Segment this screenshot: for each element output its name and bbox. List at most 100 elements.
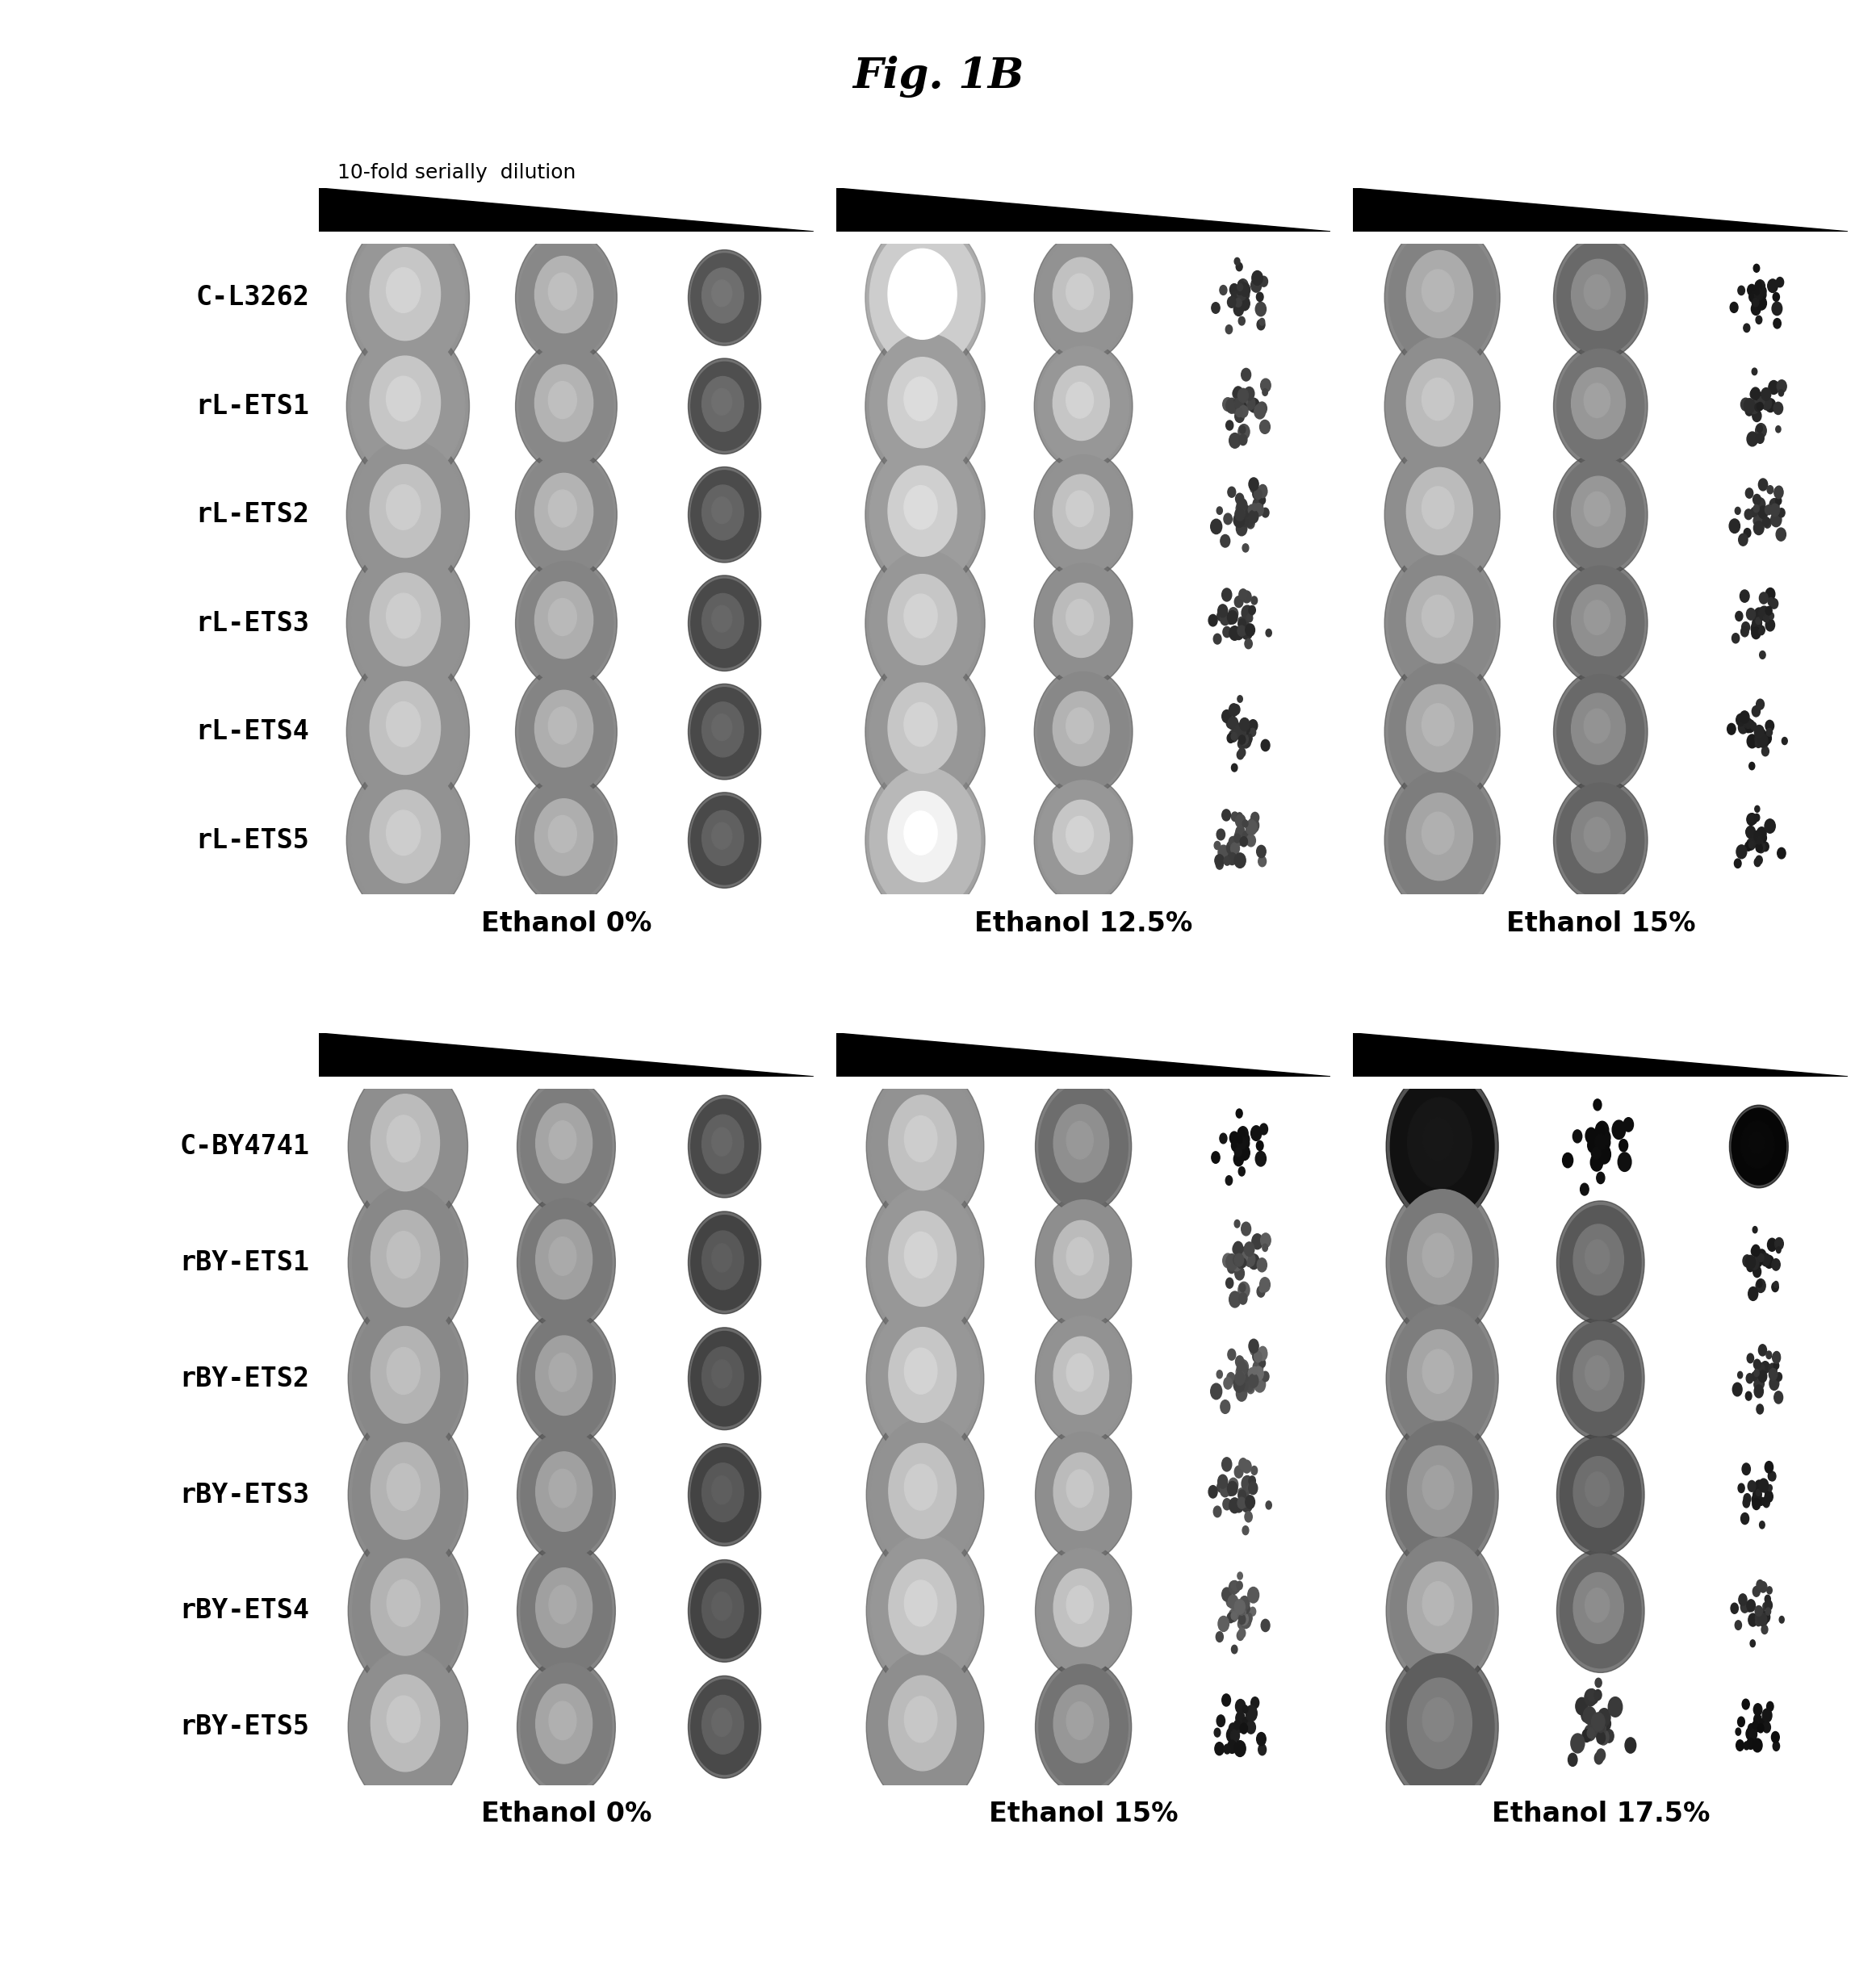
Circle shape	[1251, 503, 1257, 511]
Circle shape	[1596, 1122, 1604, 1136]
Circle shape	[1244, 396, 1255, 410]
Circle shape	[1763, 1498, 1769, 1508]
Circle shape	[520, 562, 613, 685]
Circle shape	[1758, 627, 1763, 635]
Circle shape	[1236, 1599, 1246, 1613]
Circle shape	[702, 703, 743, 758]
Polygon shape	[319, 1033, 814, 1077]
Circle shape	[1246, 613, 1253, 621]
Circle shape	[1240, 283, 1249, 297]
Circle shape	[1036, 1427, 1131, 1563]
Circle shape	[1763, 1722, 1771, 1734]
Circle shape	[711, 279, 732, 307]
Circle shape	[1384, 439, 1501, 590]
Circle shape	[535, 473, 593, 550]
Circle shape	[889, 1676, 957, 1771]
Circle shape	[690, 253, 758, 342]
Circle shape	[1748, 1286, 1758, 1300]
Circle shape	[1585, 1239, 1610, 1274]
Circle shape	[1234, 724, 1246, 740]
Circle shape	[1039, 1199, 1127, 1326]
Circle shape	[702, 1114, 743, 1174]
Circle shape	[1765, 619, 1775, 631]
Text: rBY-ETS4: rBY-ETS4	[180, 1597, 310, 1625]
Circle shape	[1747, 1354, 1754, 1364]
Circle shape	[1251, 1233, 1263, 1249]
Circle shape	[535, 582, 593, 659]
Circle shape	[1748, 841, 1754, 849]
Circle shape	[1773, 1352, 1780, 1364]
Circle shape	[1384, 655, 1501, 807]
Circle shape	[370, 356, 441, 449]
Circle shape	[1257, 1140, 1263, 1150]
Text: rL-ETS1: rL-ETS1	[195, 394, 310, 420]
Circle shape	[870, 1650, 979, 1803]
Circle shape	[1756, 837, 1762, 845]
Circle shape	[1743, 1255, 1752, 1267]
Circle shape	[702, 1462, 743, 1522]
Circle shape	[1242, 1381, 1248, 1391]
Circle shape	[867, 1413, 983, 1577]
Circle shape	[1769, 1367, 1777, 1379]
Circle shape	[1762, 1496, 1769, 1506]
Circle shape	[1238, 1490, 1246, 1500]
Circle shape	[1756, 728, 1767, 742]
Circle shape	[1752, 297, 1758, 307]
Circle shape	[518, 1658, 615, 1797]
Circle shape	[1767, 279, 1778, 293]
Circle shape	[1750, 1641, 1756, 1647]
Circle shape	[1750, 388, 1760, 400]
Circle shape	[1233, 1255, 1242, 1265]
Circle shape	[1771, 1732, 1778, 1743]
Circle shape	[1747, 431, 1758, 445]
Circle shape	[1054, 1336, 1109, 1415]
Circle shape	[1052, 366, 1109, 441]
Circle shape	[1771, 1259, 1780, 1271]
Circle shape	[1234, 299, 1242, 307]
Circle shape	[1236, 505, 1242, 513]
Circle shape	[1765, 505, 1773, 515]
Circle shape	[1595, 1714, 1606, 1730]
Circle shape	[688, 792, 762, 889]
Circle shape	[353, 1300, 463, 1457]
Text: Ethanol 17.5%: Ethanol 17.5%	[1491, 1801, 1709, 1827]
Circle shape	[1765, 1595, 1771, 1603]
Circle shape	[520, 778, 613, 902]
Circle shape	[1752, 299, 1760, 307]
Circle shape	[1253, 1352, 1261, 1362]
Circle shape	[516, 774, 617, 906]
Circle shape	[535, 691, 593, 768]
Circle shape	[1242, 831, 1249, 841]
Circle shape	[1574, 1573, 1623, 1643]
Circle shape	[1214, 1728, 1221, 1738]
Circle shape	[1218, 612, 1225, 621]
Circle shape	[1218, 829, 1225, 839]
Circle shape	[1231, 1730, 1240, 1742]
Circle shape	[1233, 1581, 1240, 1593]
Circle shape	[1259, 1284, 1264, 1292]
Circle shape	[1244, 1243, 1255, 1257]
Circle shape	[1242, 1476, 1253, 1492]
Circle shape	[1386, 1067, 1499, 1225]
Circle shape	[1407, 1447, 1473, 1536]
Circle shape	[1229, 1478, 1238, 1490]
Circle shape	[548, 815, 576, 853]
Circle shape	[516, 447, 617, 582]
Circle shape	[351, 548, 465, 699]
Circle shape	[386, 376, 420, 422]
Circle shape	[1388, 770, 1495, 910]
Circle shape	[1572, 801, 1625, 873]
Circle shape	[347, 433, 469, 596]
Circle shape	[386, 809, 420, 855]
Circle shape	[887, 358, 957, 447]
Circle shape	[1229, 718, 1233, 726]
Circle shape	[1388, 661, 1495, 801]
Circle shape	[1598, 1708, 1610, 1726]
Circle shape	[1253, 1352, 1263, 1362]
Circle shape	[904, 378, 938, 422]
Circle shape	[1750, 722, 1756, 730]
Circle shape	[904, 1233, 938, 1278]
Circle shape	[1227, 1261, 1236, 1272]
Circle shape	[1236, 835, 1244, 845]
Circle shape	[1216, 1633, 1223, 1643]
